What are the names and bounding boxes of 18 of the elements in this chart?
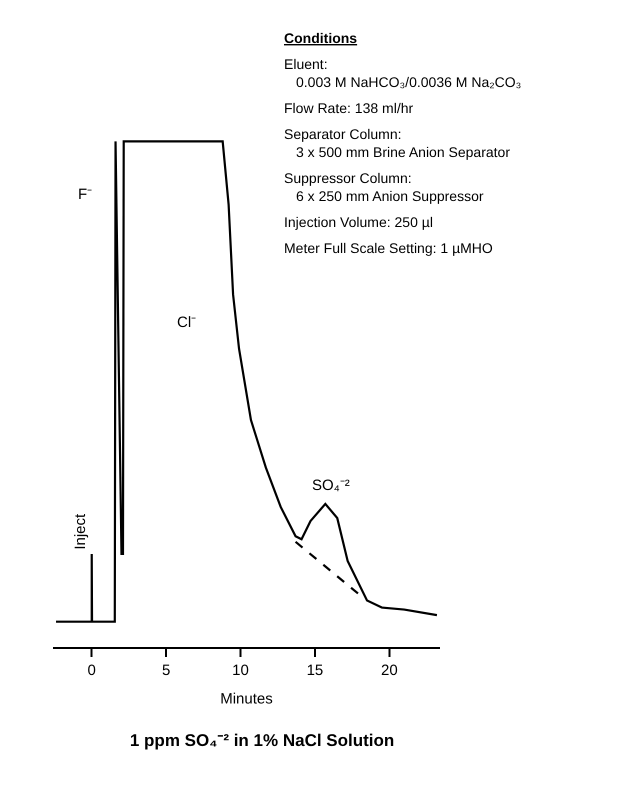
text: Eluent: 0.003 M NaHCO₃/0.0036 M Na₂CO₃ [284, 56, 522, 90]
x-tick-label: 5 [162, 662, 170, 679]
annotation: Suppressor Column: 6 x 250 mm Anion Suppressor [284, 170, 484, 204]
annotation: Inject [72, 512, 89, 550]
text: Conditions [284, 30, 358, 46]
annotation: Injection Volume: 250 µl [284, 214, 433, 230]
x-axis-title: Minutes [220, 690, 273, 708]
annotation: Separator Column: 3 x 500 mm Brine Anion Separator [284, 126, 510, 160]
x-tick-label: 15 [306, 662, 324, 679]
annotation: Cl⁻ [177, 314, 196, 331]
annotation: SO₄⁻² [312, 477, 350, 494]
x-tick-label: 20 [380, 662, 398, 679]
x-tick-label: 10 [232, 662, 249, 679]
annotation: F⁻ [78, 186, 92, 203]
x-tick-label: 0 [88, 662, 96, 679]
text: Flow Rate: 138 ml/hr [284, 100, 414, 116]
text: 1 ppm SO₄⁻² in 1% NaCl Solution [130, 730, 394, 750]
annotation: Meter Full Scale Setting: 1 µMHO [284, 240, 493, 256]
